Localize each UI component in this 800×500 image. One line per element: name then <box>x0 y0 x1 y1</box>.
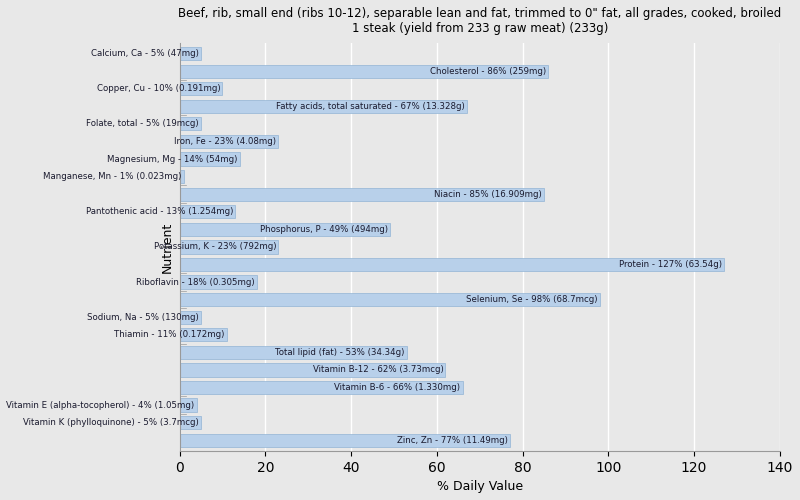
Text: Sodium, Na - 5% (130mg): Sodium, Na - 5% (130mg) <box>87 312 199 322</box>
Text: Selenium, Se - 98% (68.7mcg): Selenium, Se - 98% (68.7mcg) <box>466 295 598 304</box>
Text: Riboflavin - 18% (0.305mg): Riboflavin - 18% (0.305mg) <box>136 278 254 286</box>
Text: Potassium, K - 23% (792mg): Potassium, K - 23% (792mg) <box>154 242 276 252</box>
Text: Phosphorus, P - 49% (494mg): Phosphorus, P - 49% (494mg) <box>259 225 387 234</box>
Text: Pantothenic acid - 13% (1.254mg): Pantothenic acid - 13% (1.254mg) <box>86 208 233 216</box>
Bar <box>179 170 184 183</box>
Bar <box>179 118 201 130</box>
Bar <box>179 205 235 218</box>
Bar <box>179 152 239 166</box>
Text: Zinc, Zn - 77% (11.49mg): Zinc, Zn - 77% (11.49mg) <box>397 436 507 444</box>
Bar <box>179 100 467 113</box>
Bar <box>179 434 510 447</box>
Bar <box>179 82 222 96</box>
Bar <box>179 240 278 254</box>
Text: Total lipid (fat) - 53% (34.34g): Total lipid (fat) - 53% (34.34g) <box>275 348 405 357</box>
Bar <box>179 346 407 359</box>
Bar <box>179 416 201 429</box>
Text: Copper, Cu - 10% (0.191mg): Copper, Cu - 10% (0.191mg) <box>97 84 220 93</box>
Text: Vitamin B-6 - 66% (1.330mg): Vitamin B-6 - 66% (1.330mg) <box>334 383 461 392</box>
X-axis label: % Daily Value: % Daily Value <box>437 480 522 493</box>
Bar <box>179 364 446 376</box>
Bar <box>179 293 600 306</box>
Bar <box>179 135 278 148</box>
Text: Calcium, Ca - 5% (47mg): Calcium, Ca - 5% (47mg) <box>91 49 199 58</box>
Bar <box>179 310 201 324</box>
Bar <box>179 47 201 60</box>
Bar <box>179 258 724 271</box>
Bar <box>179 381 462 394</box>
Bar <box>179 398 197 411</box>
Text: Iron, Fe - 23% (4.08mg): Iron, Fe - 23% (4.08mg) <box>174 137 276 146</box>
Text: Niacin - 85% (16.909mg): Niacin - 85% (16.909mg) <box>434 190 542 198</box>
Text: Manganese, Mn - 1% (0.023mg): Manganese, Mn - 1% (0.023mg) <box>43 172 182 181</box>
Text: Vitamin E (alpha-tocopherol) - 4% (1.05mg): Vitamin E (alpha-tocopherol) - 4% (1.05m… <box>6 400 194 409</box>
Bar <box>179 223 390 236</box>
Text: Protein - 127% (63.54g): Protein - 127% (63.54g) <box>619 260 722 269</box>
Bar <box>179 328 226 342</box>
Text: Magnesium, Mg - 14% (54mg): Magnesium, Mg - 14% (54mg) <box>107 154 238 164</box>
Text: Folate, total - 5% (19mcg): Folate, total - 5% (19mcg) <box>86 120 199 128</box>
Bar <box>179 276 257 288</box>
Title: Beef, rib, small end (ribs 10-12), separable lean and fat, trimmed to 0" fat, al: Beef, rib, small end (ribs 10-12), separ… <box>178 7 782 35</box>
Bar <box>179 64 548 78</box>
Text: Vitamin K (phylloquinone) - 5% (3.7mcg): Vitamin K (phylloquinone) - 5% (3.7mcg) <box>23 418 199 427</box>
Text: Cholesterol - 86% (259mg): Cholesterol - 86% (259mg) <box>430 66 546 76</box>
Text: Vitamin B-12 - 62% (3.73mcg): Vitamin B-12 - 62% (3.73mcg) <box>313 366 443 374</box>
Text: Thiamin - 11% (0.172mg): Thiamin - 11% (0.172mg) <box>114 330 225 340</box>
Y-axis label: Nutrient: Nutrient <box>161 222 174 272</box>
Text: Fatty acids, total saturated - 67% (13.328g): Fatty acids, total saturated - 67% (13.3… <box>276 102 465 111</box>
Bar <box>179 188 544 201</box>
